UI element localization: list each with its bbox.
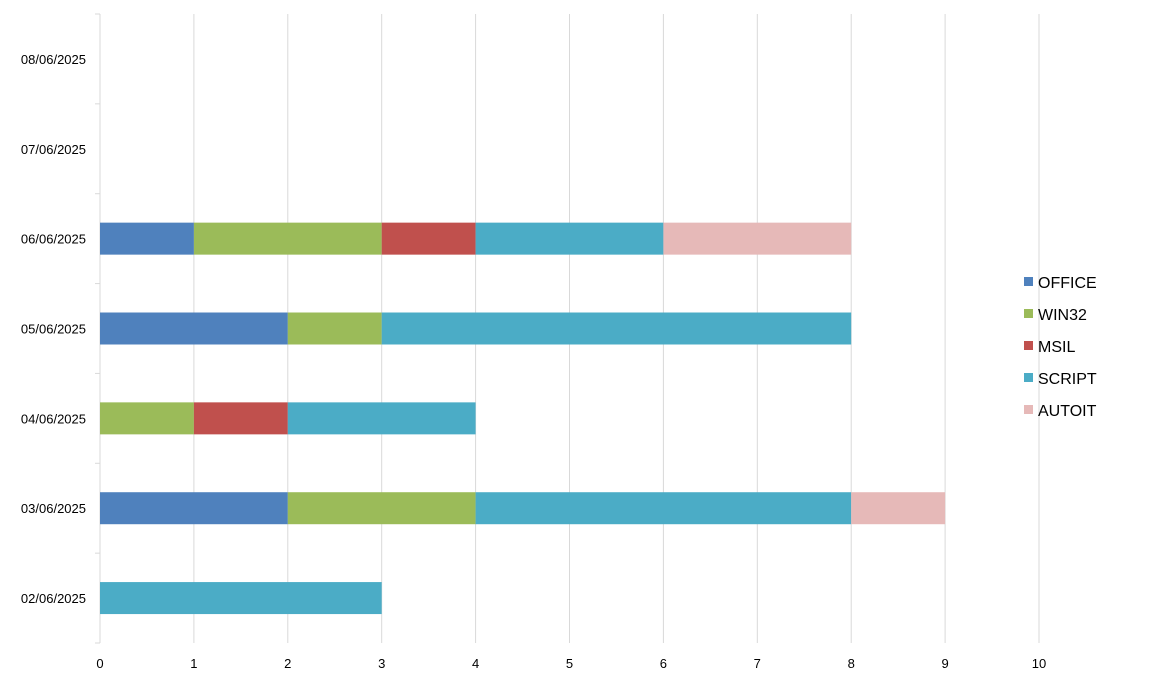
x-tick-label: 6 [660, 656, 667, 671]
bar-segment-script [475, 492, 852, 525]
bar-segment-script [475, 222, 664, 255]
bar-segment-script [287, 402, 476, 435]
bar-segment-office [100, 312, 288, 345]
legend-swatch [1024, 341, 1033, 350]
y-tick-label: 04/06/2025 [21, 411, 86, 426]
legend-label: AUTOIT [1038, 403, 1097, 420]
x-tick-label: 2 [284, 656, 291, 671]
bar-segment-msil [193, 402, 288, 435]
legend-swatch [1024, 373, 1033, 382]
legend-swatch [1024, 405, 1033, 414]
bar-segment-win32 [287, 492, 476, 525]
x-tick-label: 8 [848, 656, 855, 671]
bar-segment-autoit [663, 222, 852, 255]
legend: OFFICE WIN32 MSIL SCRIPT AUTOIT [1024, 275, 1097, 420]
bar-segment-win32 [193, 222, 382, 255]
legend-label: OFFICE [1038, 275, 1097, 292]
y-tick-label: 06/06/2025 [21, 232, 86, 247]
legend-label: MSIL [1038, 339, 1075, 356]
y-tick-label: 05/06/2025 [21, 322, 86, 337]
legend-swatch [1024, 309, 1033, 318]
x-tick-label: 9 [941, 656, 948, 671]
bar-segment-script [381, 312, 852, 345]
legend-label: SCRIPT [1038, 371, 1097, 388]
x-tick-label: 5 [566, 656, 573, 671]
legend-item-win32: WIN32 [1024, 307, 1087, 324]
legend-item-msil: MSIL [1024, 339, 1075, 356]
y-axis-tick-labels: 02/06/2025 03/06/2025 04/06/2025 05/06/2025… [21, 52, 86, 606]
legend-label: WIN32 [1038, 307, 1087, 324]
x-tick-label: 1 [190, 656, 197, 671]
x-tick-label: 3 [378, 656, 385, 671]
y-tick-label: 08/06/2025 [21, 52, 86, 67]
bar-segment-script [100, 582, 382, 615]
legend-swatch [1024, 277, 1033, 286]
y-tick-label: 03/06/2025 [21, 501, 86, 516]
x-tick-label: 0 [96, 656, 103, 671]
legend-item-script: SCRIPT [1024, 371, 1097, 388]
y-tick-label: 02/06/2025 [21, 591, 86, 606]
bar-segment-office [100, 492, 288, 525]
x-tick-label: 10 [1032, 656, 1046, 671]
bar-segment-msil [381, 222, 476, 255]
legend-item-office: OFFICE [1024, 275, 1097, 292]
bar-segment-autoit [851, 492, 946, 525]
legend-item-autoit: AUTOIT [1024, 403, 1097, 420]
x-tick-label: 7 [754, 656, 761, 671]
bar-segment-win32 [100, 402, 194, 435]
category-axis [95, 13, 101, 644]
x-tick-label: 4 [472, 656, 479, 671]
x-axis-tick-labels: 0 1 2 3 4 5 6 7 8 9 10 [96, 656, 1046, 671]
bars [100, 222, 946, 615]
bar-segment-win32 [287, 312, 382, 345]
y-tick-label: 07/06/2025 [21, 142, 86, 157]
bar-segment-office [100, 222, 194, 255]
